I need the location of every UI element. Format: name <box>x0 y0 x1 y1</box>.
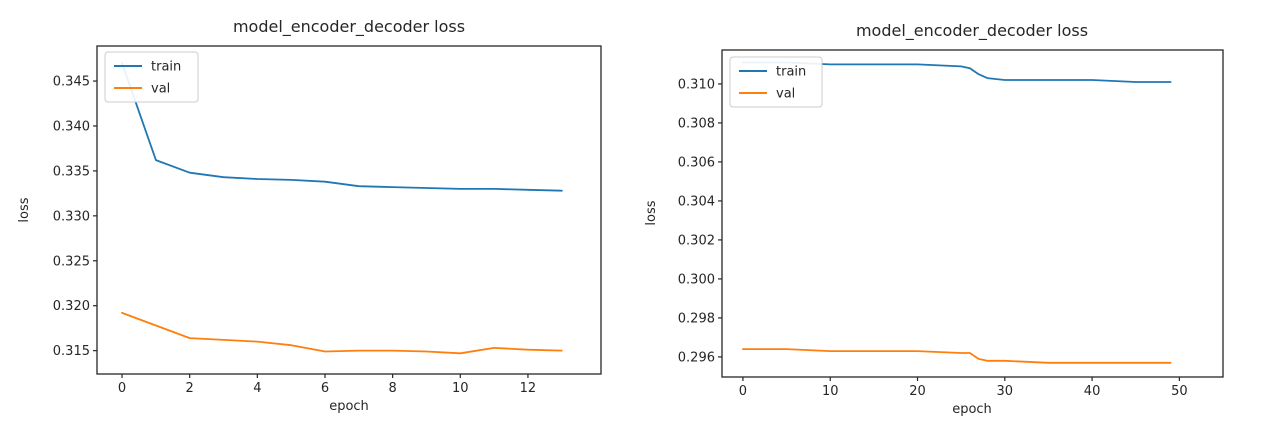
y-tick-label: 0.304 <box>678 194 715 209</box>
x-axis-label: epoch <box>952 402 992 417</box>
loss-chart-left: 0 2 4 6 8 10 12 0.315 0.320 0.325 0.330 0.335 0.340 0… <box>17 17 602 414</box>
val-line <box>742 348 1172 364</box>
axes-frame <box>96 45 602 375</box>
loss-chart-right-svg: 0 10 20 30 40 50 0.296 0.298 0.300 0.302 0.304 0.30… <box>644 21 1224 417</box>
y-tick-label: 0.296 <box>678 350 715 365</box>
y-tick-label: 0.315 <box>53 344 90 359</box>
legend: train val <box>729 56 823 108</box>
x-tick-label: 4 <box>253 381 261 396</box>
y-tick-label: 0.300 <box>678 272 715 287</box>
y-axis-label: loss <box>17 197 32 222</box>
legend-val-label: val <box>151 82 170 97</box>
train-line <box>121 62 563 192</box>
x-tick-label: 0 <box>118 381 126 396</box>
y-tick-label: 0.308 <box>678 116 715 131</box>
y-tick-label: 0.325 <box>53 254 90 269</box>
legend-train-label: train <box>151 60 181 75</box>
y-tick-label: 0.335 <box>53 164 90 179</box>
y-tick-label: 0.306 <box>678 155 715 170</box>
x-tick-label: 30 <box>997 384 1014 399</box>
val-line <box>121 311 563 355</box>
x-tick-label: 10 <box>452 381 469 396</box>
x-tick-label: 0 <box>739 384 747 399</box>
legend-train-label: train <box>776 65 806 80</box>
y-tick-label: 0.320 <box>53 299 90 314</box>
y-tick-label: 0.340 <box>53 119 90 134</box>
x-tick-label: 20 <box>909 384 926 399</box>
y-tick-label: 0.330 <box>53 209 90 224</box>
x-tick-label: 50 <box>1171 384 1188 399</box>
x-tick-label: 12 <box>520 381 537 396</box>
y-tick-label: 0.302 <box>678 233 715 248</box>
legend-box <box>104 51 199 103</box>
train-line <box>742 61 1172 83</box>
legend: train val <box>104 51 199 103</box>
x-tick-label: 2 <box>186 381 194 396</box>
x-tick-label: 6 <box>321 381 329 396</box>
y-tick-label: 0.345 <box>53 75 90 90</box>
loss-chart-left-svg: 0 2 4 6 8 10 12 0.315 0.320 0.325 0.330 0.335 0.340 0… <box>17 17 602 414</box>
y-axis-label: loss <box>644 200 659 225</box>
y-tick-label: 0.310 <box>678 77 715 92</box>
x-tick-label: 8 <box>388 381 396 396</box>
x-tick-label: 40 <box>1084 384 1101 399</box>
legend-val-label: val <box>776 87 795 102</box>
axes-frame <box>721 49 1224 378</box>
x-axis-label: epoch <box>329 399 369 414</box>
legend-box <box>729 56 823 108</box>
loss-chart-right: 0 10 20 30 40 50 0.296 0.298 0.300 0.302 0.304 0.30… <box>632 0 1264 435</box>
y-tick-label: 0.298 <box>678 311 715 326</box>
x-tick-label: 10 <box>822 384 839 399</box>
chart-title: model_encoder_decoder loss <box>856 21 1088 41</box>
chart-title: model_encoder_decoder loss <box>233 17 465 37</box>
